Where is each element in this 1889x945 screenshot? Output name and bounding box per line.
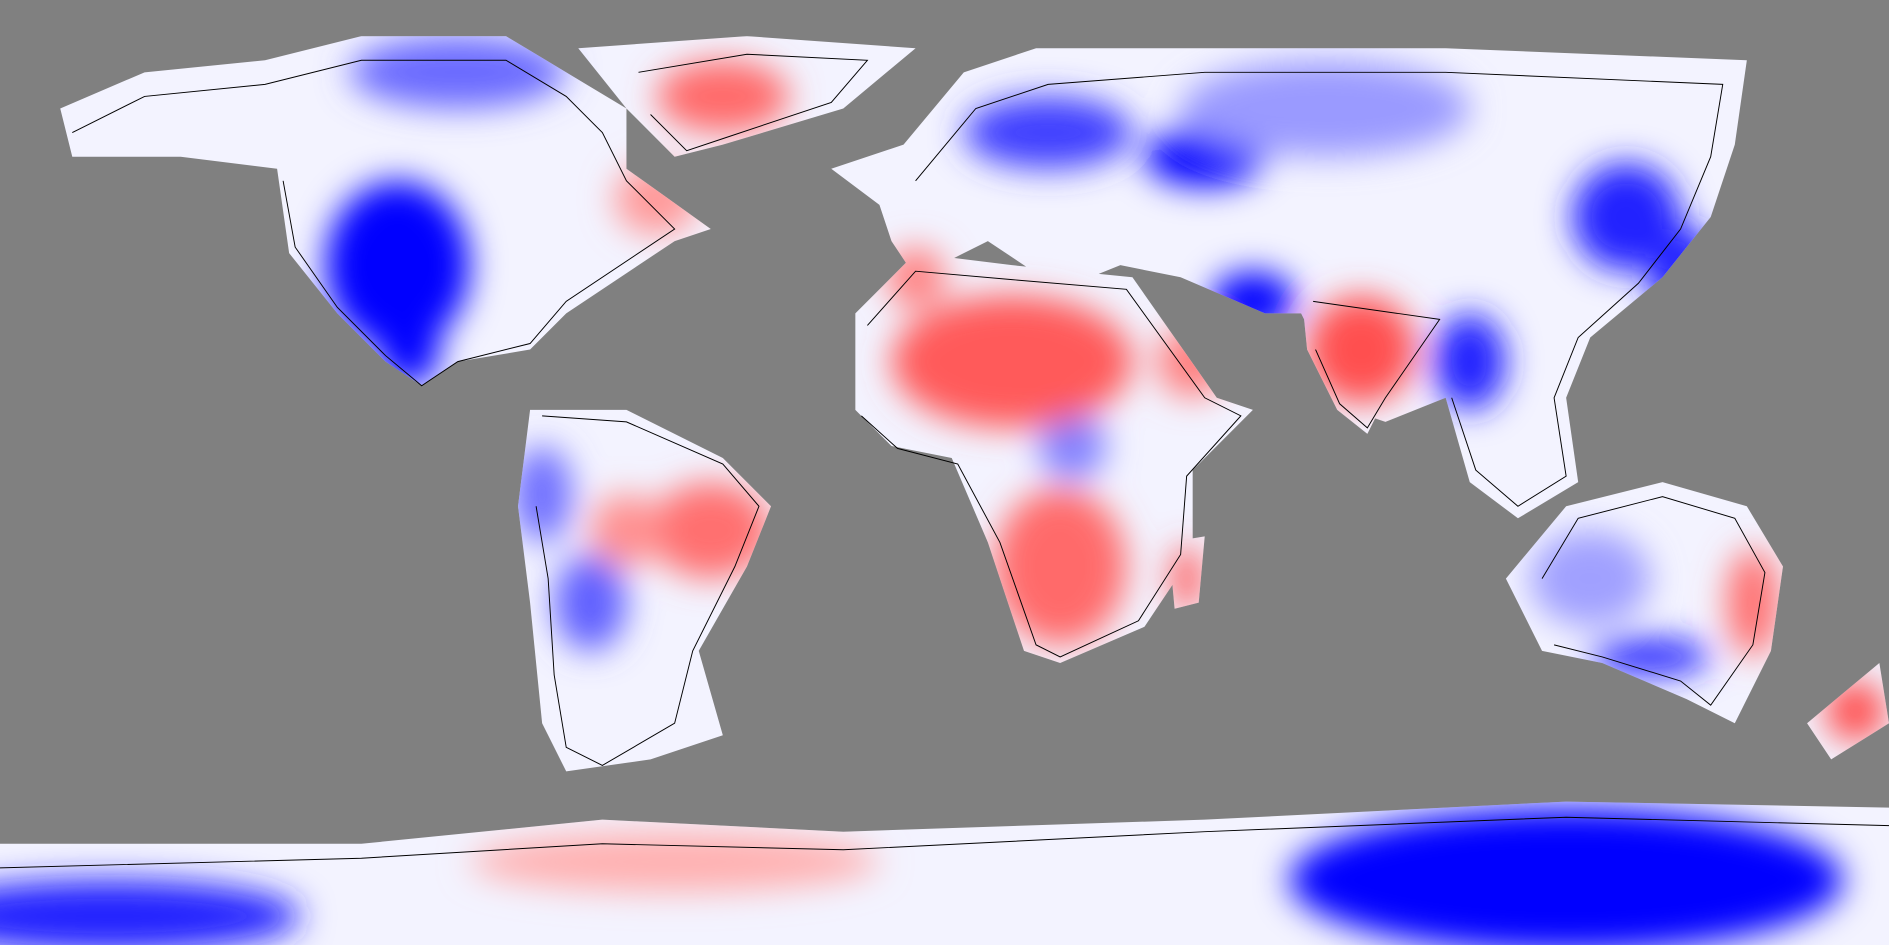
warm-blob (469, 831, 880, 892)
coastline (535, 415, 760, 766)
cold-blob (1529, 530, 1651, 627)
warm-blob (1726, 548, 1780, 657)
cold-blob (325, 180, 470, 350)
cold-blob (512, 445, 573, 543)
coastlines (0, 53, 1889, 869)
warm-blob (650, 482, 772, 579)
coastline (0, 816, 1889, 869)
warm-blob (993, 488, 1127, 645)
coastline (1313, 300, 1441, 429)
warm-blob (891, 295, 1133, 428)
warm-blob (1172, 544, 1202, 613)
coastline (861, 270, 1242, 658)
cold-blob (1038, 412, 1106, 480)
cold-blob (379, 313, 440, 386)
coastline (1541, 496, 1766, 706)
cold-blob (349, 36, 567, 109)
warm-blob (656, 60, 790, 133)
coastline (915, 71, 1724, 507)
cold-blob (0, 879, 302, 945)
cold-blob (963, 96, 1133, 169)
cold-blob (1590, 638, 1711, 675)
warm-blob (1307, 295, 1416, 404)
cold-blob (554, 554, 627, 651)
cold-blob (1289, 807, 1844, 945)
cold-blob (1180, 60, 1470, 157)
warm-blob (590, 494, 663, 567)
coastline (638, 53, 869, 152)
coastline (72, 59, 676, 387)
warm-blob (1825, 681, 1886, 742)
cold-blob (1572, 162, 1681, 272)
cold-blob (1433, 313, 1506, 410)
